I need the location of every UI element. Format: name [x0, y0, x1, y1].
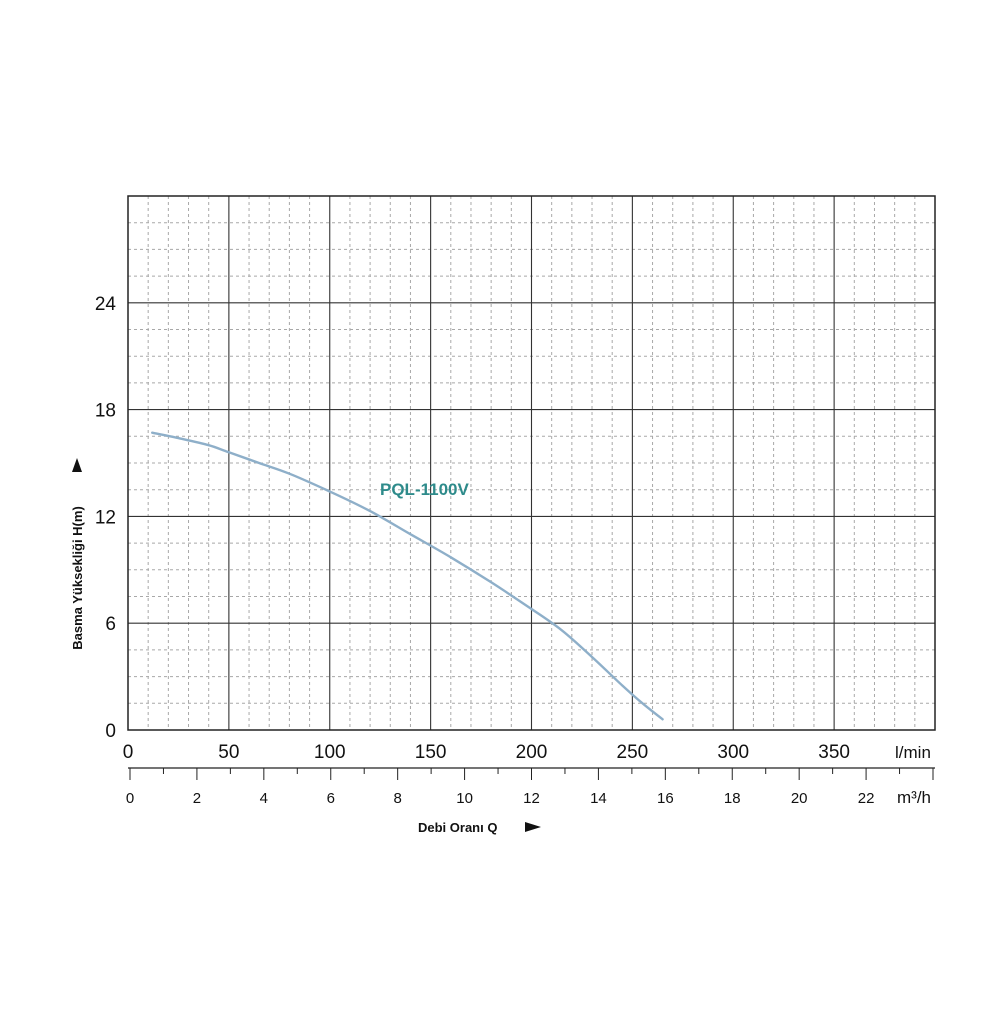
x-tick-label-lmin: 350 [818, 742, 850, 763]
major-grid [128, 196, 935, 730]
x-tick-label-m3h: 10 [456, 790, 473, 807]
x-unit-m3h-label: m³/h [897, 788, 931, 807]
x-tick-labels-lmin: 0 50 100 150 200 250 300 350 [123, 742, 850, 763]
x-axis-m3h: 0 2 4 6 8 10 12 14 16 18 20 22 [126, 767, 935, 807]
x-tick-label-m3h: 20 [791, 790, 808, 807]
x-tick-label-m3h: 6 [327, 790, 335, 807]
x-tick-label-lmin: 250 [617, 742, 649, 763]
y-tick-label: 24 [95, 294, 117, 315]
x-tick-label-m3h: 8 [393, 790, 401, 807]
series-line-pql-1100v [151, 431, 664, 721]
x-tick-label-lmin: 150 [415, 742, 447, 763]
y-tick-labels: 0 6 12 18 24 [95, 294, 117, 742]
x-axis-title: Debi Oranı Q [418, 820, 497, 835]
y-tick-label: 18 [95, 401, 116, 422]
y-tick-label: 12 [95, 507, 116, 528]
y-tick-label: 0 [105, 721, 116, 742]
y-tick-label: 6 [105, 614, 116, 635]
x-tick-label-m3h: 4 [260, 790, 268, 807]
series-layer: PQL-1100V [151, 431, 664, 721]
x-axis-arrow-icon [525, 822, 541, 832]
series-label-pql-1100v: PQL-1100V [380, 480, 469, 499]
x-tick-label-lmin: 200 [516, 742, 548, 763]
x-tick-label-m3h: 12 [523, 790, 540, 807]
y-axis-title: Basma Yüksekliği H(m) [70, 506, 85, 650]
x-tick-label-m3h: 18 [724, 790, 741, 807]
x-tick-label-m3h: 14 [590, 790, 607, 807]
x-tick-label-lmin: 50 [218, 742, 239, 763]
x-unit-lmin-label: l/min [895, 743, 931, 762]
x-tick-label-m3h: 2 [193, 790, 201, 807]
x-tick-label-lmin: 0 [123, 742, 134, 763]
x-tick-label-m3h: 22 [858, 790, 875, 807]
y-axis-arrow-icon [72, 458, 82, 472]
x-tick-label-lmin: 300 [717, 742, 749, 763]
x-tick-label-m3h: 16 [657, 790, 674, 807]
x-tick-label-m3h: 0 [126, 790, 134, 807]
plot-frame [127, 195, 936, 731]
x-tick-label-lmin: 100 [314, 742, 346, 763]
